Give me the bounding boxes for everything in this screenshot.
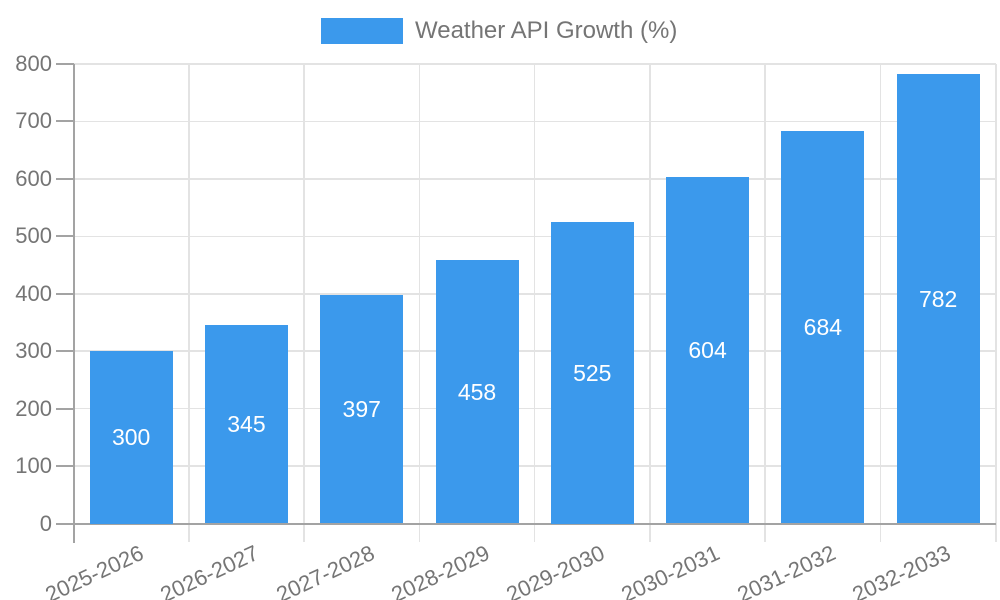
x-axis-line	[56, 522, 996, 525]
bar-value-label: 525	[573, 359, 612, 386]
y-tick-label: 600	[15, 165, 52, 191]
y-tick-label: 0	[39, 510, 52, 536]
y-axis-tick	[56, 235, 74, 238]
y-tick-label: 300	[15, 338, 52, 364]
bar-value-label: 604	[688, 337, 727, 364]
x-grid-line	[303, 64, 305, 524]
y-axis-line	[72, 64, 75, 543]
y-tick-label: 200	[15, 395, 52, 421]
x-axis-tick	[188, 523, 190, 542]
y-axis-tick	[56, 407, 74, 410]
x-grid-line	[879, 64, 882, 524]
x-tick-label: 2028-2029	[387, 539, 494, 600]
bar-value-label: 300	[111, 424, 151, 451]
x-axis-tick	[303, 523, 305, 542]
y-tick-label: 700	[15, 108, 52, 134]
legend[interactable]: Weather API Growth (%)	[321, 17, 678, 44]
x-grid-line	[764, 64, 766, 524]
x-grid-line	[649, 64, 651, 524]
x-axis-tick	[764, 523, 766, 542]
x-axis-tick	[649, 523, 651, 542]
x-grid-line	[418, 64, 421, 524]
y-axis-tick	[56, 292, 74, 295]
bar[interactable]	[666, 176, 750, 524]
x-tick-label: 2026-2027	[156, 539, 263, 600]
y-axis-tick	[56, 350, 74, 353]
x-grid-line	[995, 64, 997, 524]
bar[interactable]	[550, 221, 634, 524]
x-axis-tick	[995, 523, 997, 542]
bar-value-label: 345	[227, 411, 266, 438]
x-tick-label: 2027-2028	[271, 539, 378, 600]
x-axis-tick	[418, 523, 421, 542]
bar-value-label: 458	[457, 378, 497, 405]
x-tick-label: 2031-2032	[733, 539, 840, 600]
x-tick-label: 2030-2031	[617, 539, 724, 600]
y-axis-tick	[56, 465, 74, 468]
y-tick-label: 400	[15, 280, 52, 306]
bar-value-label: 782	[918, 285, 958, 312]
x-axis-tick	[879, 523, 882, 542]
x-tick-label: 2025-2026	[41, 539, 148, 600]
bar-value-label: 684	[803, 314, 843, 341]
bar-value-label: 397	[342, 396, 381, 423]
x-tick-label: 2029-2030	[502, 539, 609, 600]
y-tick-label: 800	[15, 51, 52, 76]
bar[interactable]	[320, 295, 404, 524]
x-tick-label: 2032-2033	[848, 539, 955, 600]
bar[interactable]	[781, 130, 865, 524]
y-axis-tick	[56, 120, 74, 123]
x-grid-line	[188, 64, 190, 524]
y-tick-label: 500	[15, 223, 52, 249]
legend-label: Weather API Growth (%)	[415, 17, 678, 44]
bar[interactable]	[435, 260, 519, 524]
y-tick-label: 100	[15, 453, 52, 479]
y-axis-tick	[56, 63, 74, 65]
y-axis-tick	[56, 177, 74, 180]
legend-swatch	[321, 18, 403, 44]
x-grid-line	[533, 64, 536, 524]
bar[interactable]	[89, 351, 173, 524]
bar[interactable]	[204, 325, 288, 524]
x-axis-tick	[533, 523, 536, 542]
bar[interactable]	[896, 74, 980, 524]
